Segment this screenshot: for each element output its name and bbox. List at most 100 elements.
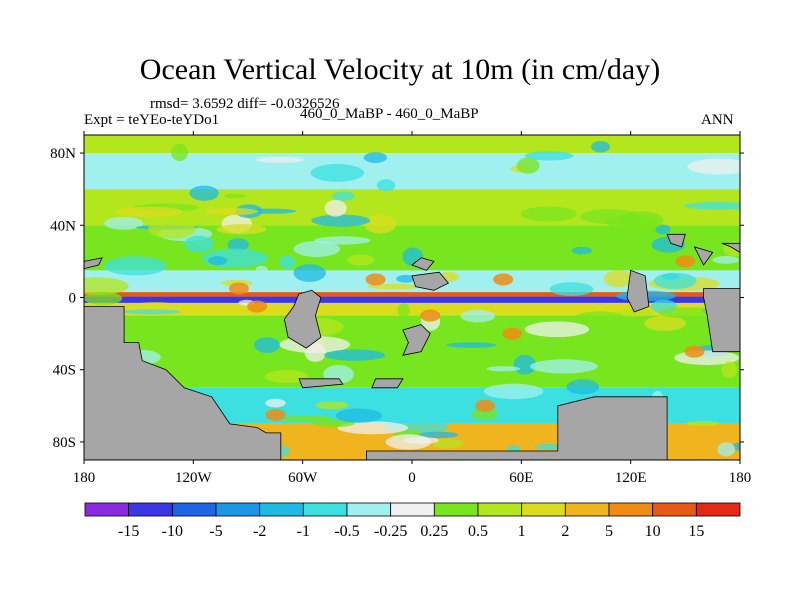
chart-title: Ocean Vertical Velocity at 10m (in cm/da… <box>139 53 661 86</box>
field-texture <box>227 322 270 333</box>
land-mass-1 <box>703 288 740 353</box>
field-texture <box>104 256 167 276</box>
field-texture <box>530 359 598 374</box>
field-texture <box>588 227 617 241</box>
field-texture <box>265 398 286 408</box>
field-texture <box>293 240 340 257</box>
field-texture <box>184 235 214 253</box>
field-texture <box>140 321 166 332</box>
colorbar-label: 1 <box>518 523 526 540</box>
field-texture <box>255 265 268 274</box>
colorbar-label: 10 <box>645 523 661 540</box>
field-texture <box>384 167 438 179</box>
colorbar-label: -15 <box>118 523 139 540</box>
field-texture <box>256 156 304 163</box>
x-axis: 180 120W 60W 0 60E 120E 180 <box>73 131 751 486</box>
field-texture <box>171 143 189 162</box>
colorbar-swatch <box>695 502 741 517</box>
colorbar-swatch <box>390 502 435 517</box>
field-texture <box>520 206 577 222</box>
field-hotspot <box>474 399 495 412</box>
x-tick-label: 120E <box>615 470 647 486</box>
colorbar-swatch <box>477 502 523 517</box>
field-texture <box>549 282 594 297</box>
x-tick-label: 60E <box>509 470 533 486</box>
field-texture <box>571 246 592 255</box>
y-tick-label: 40S <box>53 363 76 379</box>
field-texture <box>486 366 521 372</box>
stats-text: rmsd= 3.6592 diff= -0.0326526 <box>150 96 340 112</box>
y-tick-label: 80N <box>50 146 76 162</box>
field-texture <box>324 199 347 217</box>
field-texture <box>513 354 536 375</box>
field-texture <box>721 361 738 379</box>
field-texture <box>579 209 640 225</box>
field-texture <box>524 321 590 338</box>
colorbar-label: 5 <box>605 523 613 540</box>
field-texture <box>614 308 654 317</box>
field-texture <box>506 445 520 453</box>
field-texture <box>534 443 562 450</box>
field-texture <box>137 302 174 307</box>
field-texture <box>397 303 410 318</box>
colorbar-swatch <box>171 502 217 517</box>
field-texture <box>171 345 190 355</box>
season-label: ANN <box>701 112 734 128</box>
field-texture <box>347 254 375 266</box>
colorbar-label: -1 <box>297 523 310 540</box>
x-tick-label: 120W <box>175 470 213 486</box>
field-texture <box>337 421 408 435</box>
colorbar-swatch <box>302 502 348 517</box>
field-texture <box>603 270 634 288</box>
field-texture <box>447 245 490 251</box>
land-mass-13 <box>411 257 435 271</box>
colorbar-swatch <box>521 502 566 517</box>
field-hotspot <box>675 255 696 268</box>
field-hotspot <box>493 273 514 286</box>
x-tick-label: 180 <box>73 470 96 486</box>
land-mass-3 <box>283 289 322 349</box>
field-hotspot <box>420 309 441 322</box>
colorbar-label: 15 <box>688 523 704 540</box>
colorbar-swatch <box>259 502 304 517</box>
colorbar-label: -0.5 <box>334 523 359 540</box>
field-texture <box>363 214 397 234</box>
field-texture <box>516 157 540 174</box>
colorbar-label: 2 <box>561 523 569 540</box>
land-mass-4 <box>298 378 344 389</box>
colorbar-swatch <box>84 502 130 517</box>
colorbar: -15 -10 -5 -2 -1 -0.5 -0.25 0.25 0.5 1 2 5 10 15 <box>84 502 741 540</box>
field-texture <box>363 152 388 163</box>
field-texture <box>653 341 681 350</box>
field-texture <box>717 442 736 457</box>
field-band-0 <box>84 135 740 154</box>
field-texture <box>264 369 309 384</box>
field-texture <box>311 214 371 227</box>
field-texture <box>460 309 496 323</box>
land-mass-2 <box>721 242 740 253</box>
field-texture <box>376 179 396 192</box>
field-texture <box>204 207 259 216</box>
field-texture <box>227 238 249 252</box>
field-texture <box>418 431 459 439</box>
field-texture <box>366 283 420 290</box>
experiment-label: Expt = teYEo-teYDo1 <box>84 112 220 128</box>
field-texture <box>279 255 296 270</box>
field-texture <box>385 434 432 450</box>
field-texture <box>644 315 687 332</box>
land-mass-12 <box>693 246 714 266</box>
field-texture <box>446 342 497 348</box>
field-texture <box>591 140 610 153</box>
x-tick-label: 60W <box>288 470 318 486</box>
field-texture <box>254 337 280 353</box>
field-texture <box>432 438 464 449</box>
field-texture <box>324 349 386 361</box>
field-texture <box>199 286 231 292</box>
field-texture <box>84 292 123 305</box>
colorbar-swatch <box>564 502 610 517</box>
field-texture <box>687 158 740 175</box>
field-texture <box>335 408 383 423</box>
field-texture <box>483 383 544 400</box>
field-hotspot <box>502 327 523 340</box>
